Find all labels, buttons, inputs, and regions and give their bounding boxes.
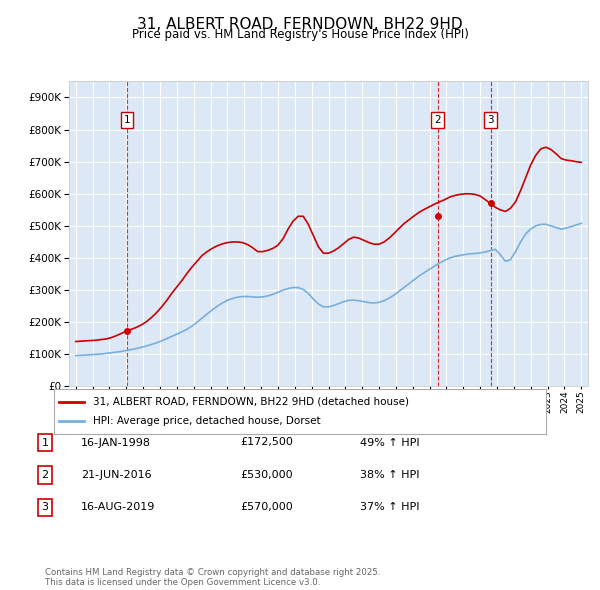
Text: Price paid vs. HM Land Registry's House Price Index (HPI): Price paid vs. HM Land Registry's House … bbox=[131, 28, 469, 41]
Text: 31, ALBERT ROAD, FERNDOWN, BH22 9HD (detached house): 31, ALBERT ROAD, FERNDOWN, BH22 9HD (det… bbox=[94, 397, 409, 407]
Text: 3: 3 bbox=[41, 503, 49, 512]
Text: £530,000: £530,000 bbox=[240, 470, 293, 480]
Text: 1: 1 bbox=[124, 115, 130, 125]
Text: 3: 3 bbox=[487, 115, 494, 125]
Text: 2: 2 bbox=[434, 115, 441, 125]
Text: Contains HM Land Registry data © Crown copyright and database right 2025.
This d: Contains HM Land Registry data © Crown c… bbox=[45, 568, 380, 587]
Text: 21-JUN-2016: 21-JUN-2016 bbox=[81, 470, 152, 480]
Text: 38% ↑ HPI: 38% ↑ HPI bbox=[360, 470, 419, 480]
Text: £570,000: £570,000 bbox=[240, 503, 293, 512]
Text: 16-JAN-1998: 16-JAN-1998 bbox=[81, 438, 151, 447]
Text: 49% ↑ HPI: 49% ↑ HPI bbox=[360, 438, 419, 447]
Text: 2: 2 bbox=[41, 470, 49, 480]
Text: 1: 1 bbox=[41, 438, 49, 447]
Text: HPI: Average price, detached house, Dorset: HPI: Average price, detached house, Dors… bbox=[94, 417, 321, 426]
Text: £172,500: £172,500 bbox=[240, 438, 293, 447]
Text: 16-AUG-2019: 16-AUG-2019 bbox=[81, 503, 155, 512]
Text: 37% ↑ HPI: 37% ↑ HPI bbox=[360, 503, 419, 512]
Text: 31, ALBERT ROAD, FERNDOWN, BH22 9HD: 31, ALBERT ROAD, FERNDOWN, BH22 9HD bbox=[137, 17, 463, 31]
